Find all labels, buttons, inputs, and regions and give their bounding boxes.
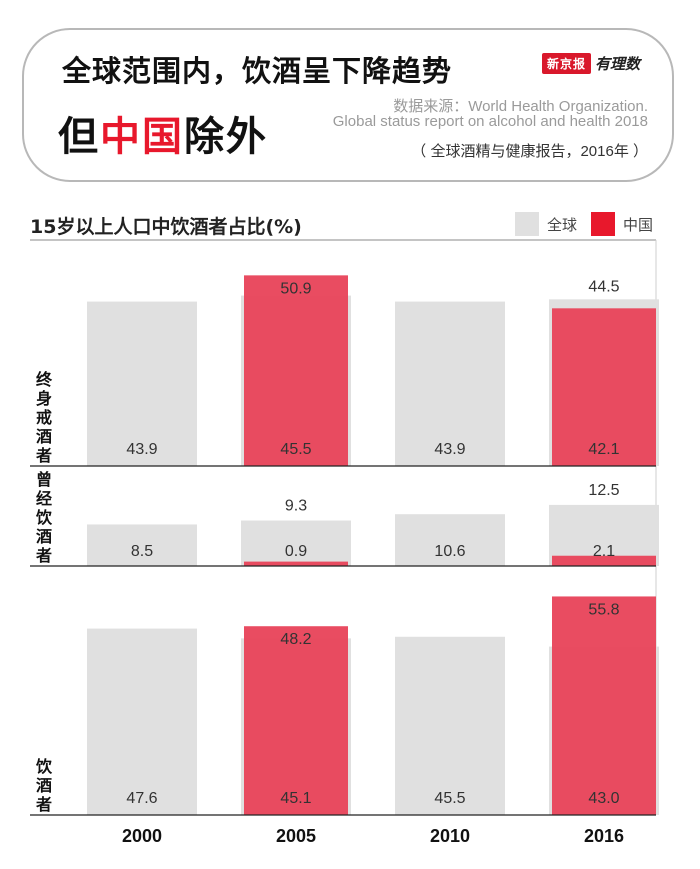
value-label-0-0: 43.9 xyxy=(126,441,157,458)
logo-badge: 新京报 xyxy=(542,53,592,74)
headline: 全球范围内，饮酒呈下降趋势 xyxy=(62,54,453,88)
value-label-1-2: 10.6 xyxy=(434,543,465,560)
row-label-char-0-4: 者终身戒酒者 xyxy=(35,446,52,465)
subheadline-part-b: 除外 xyxy=(184,114,268,160)
subheadline: 但中国除外 xyxy=(58,104,268,162)
brand-logo: 新京报 有理数 xyxy=(542,53,640,74)
value-label-upper-0-3: 44.5 xyxy=(588,278,619,295)
chart-title: 15岁以上人口中饮酒者占比(%) xyxy=(30,216,302,238)
value-label-upper-2-1: 48.2 xyxy=(280,631,311,648)
category-label-2005: 2005 xyxy=(276,826,316,846)
legend-item-china: 中国 xyxy=(591,212,653,236)
value-label-upper-0-1: 50.9 xyxy=(280,280,311,297)
row-label-char-0-2: 戒 xyxy=(36,408,52,427)
row-label-char-0-3: 酒 xyxy=(36,427,52,446)
bar-global-2-2000 xyxy=(87,628,197,815)
bar-global-1-2000 xyxy=(87,524,197,566)
value-label-upper-1-1: 9.3 xyxy=(285,498,307,515)
value-label-lower-0-3: 42.1 xyxy=(588,441,619,458)
row-label-char-0-0: 终 xyxy=(36,370,53,389)
bar-china-1-2005 xyxy=(244,561,348,566)
row-label-char-0-1: 身 xyxy=(36,389,52,408)
bar-global-2-2010 xyxy=(395,636,505,815)
legend-label-global: 全球 xyxy=(547,215,578,234)
logo-script: 有理数 xyxy=(595,55,641,73)
value-label-upper-2-3: 55.8 xyxy=(588,601,619,618)
source-line-1: 数据来源：World Health Organization. xyxy=(393,98,648,115)
value-label-upper-1-3: 12.5 xyxy=(588,482,619,499)
bar-china-0-2005 xyxy=(244,275,348,466)
row-label-char-1-2: 饮 xyxy=(35,508,53,527)
value-label-lower-1-1: 0.9 xyxy=(285,543,307,560)
row-label-char-1-0: 曾 xyxy=(36,470,52,489)
bar-china-0-2016 xyxy=(552,308,656,466)
legend-label-china: 中国 xyxy=(623,215,654,234)
value-label-2-0: 47.6 xyxy=(126,790,157,807)
category-label-2000: 2000 xyxy=(122,826,162,846)
source-line-3: （ 全球酒精与健康报告，2016年 ） xyxy=(411,143,648,160)
chart-legend: 全球 中国 xyxy=(515,212,667,236)
value-label-1-0: 8.5 xyxy=(131,543,153,560)
value-label-lower-0-1: 45.5 xyxy=(280,441,311,458)
value-label-lower-2-3: 43.0 xyxy=(588,790,619,807)
category-label-2016: 2016 xyxy=(584,826,624,846)
legend-swatch-global xyxy=(515,212,539,236)
subheadline-part-a: 但 xyxy=(58,114,100,160)
subheadline-china: 中国 xyxy=(100,114,184,160)
category-label-2010: 2010 xyxy=(430,826,470,846)
bar-global-1-2010 xyxy=(395,514,505,566)
source-line-2: Global status report on alcohol and heal… xyxy=(332,113,648,130)
row-label-char-2-0: 饮 xyxy=(35,757,53,776)
value-label-0-2: 43.9 xyxy=(434,441,465,458)
bar-global-1-2005 xyxy=(241,520,351,566)
row-label-char-1-1: 经 xyxy=(36,489,52,508)
row-label-char-1-4: 者曾经饮酒者 xyxy=(35,546,52,565)
value-label-2-2: 45.5 xyxy=(434,790,465,807)
value-label-lower-2-1: 45.1 xyxy=(280,790,311,807)
bar-china-2-2016 xyxy=(552,596,656,815)
bar-global-0-2000 xyxy=(87,301,197,466)
legend-item-global: 全球 xyxy=(515,212,577,236)
value-label-lower-1-3: 2.1 xyxy=(593,543,615,560)
row-label-char-2-1: 酒 xyxy=(36,776,52,795)
bar-china-2-2005 xyxy=(244,626,348,815)
row-label-char-1-3: 酒 xyxy=(36,527,52,546)
bar-china-1-2016 xyxy=(552,555,656,566)
legend-swatch-china xyxy=(591,212,616,236)
bar-global-0-2010 xyxy=(395,301,505,466)
row-label-char-2-2: 者饮酒者 xyxy=(35,795,52,814)
